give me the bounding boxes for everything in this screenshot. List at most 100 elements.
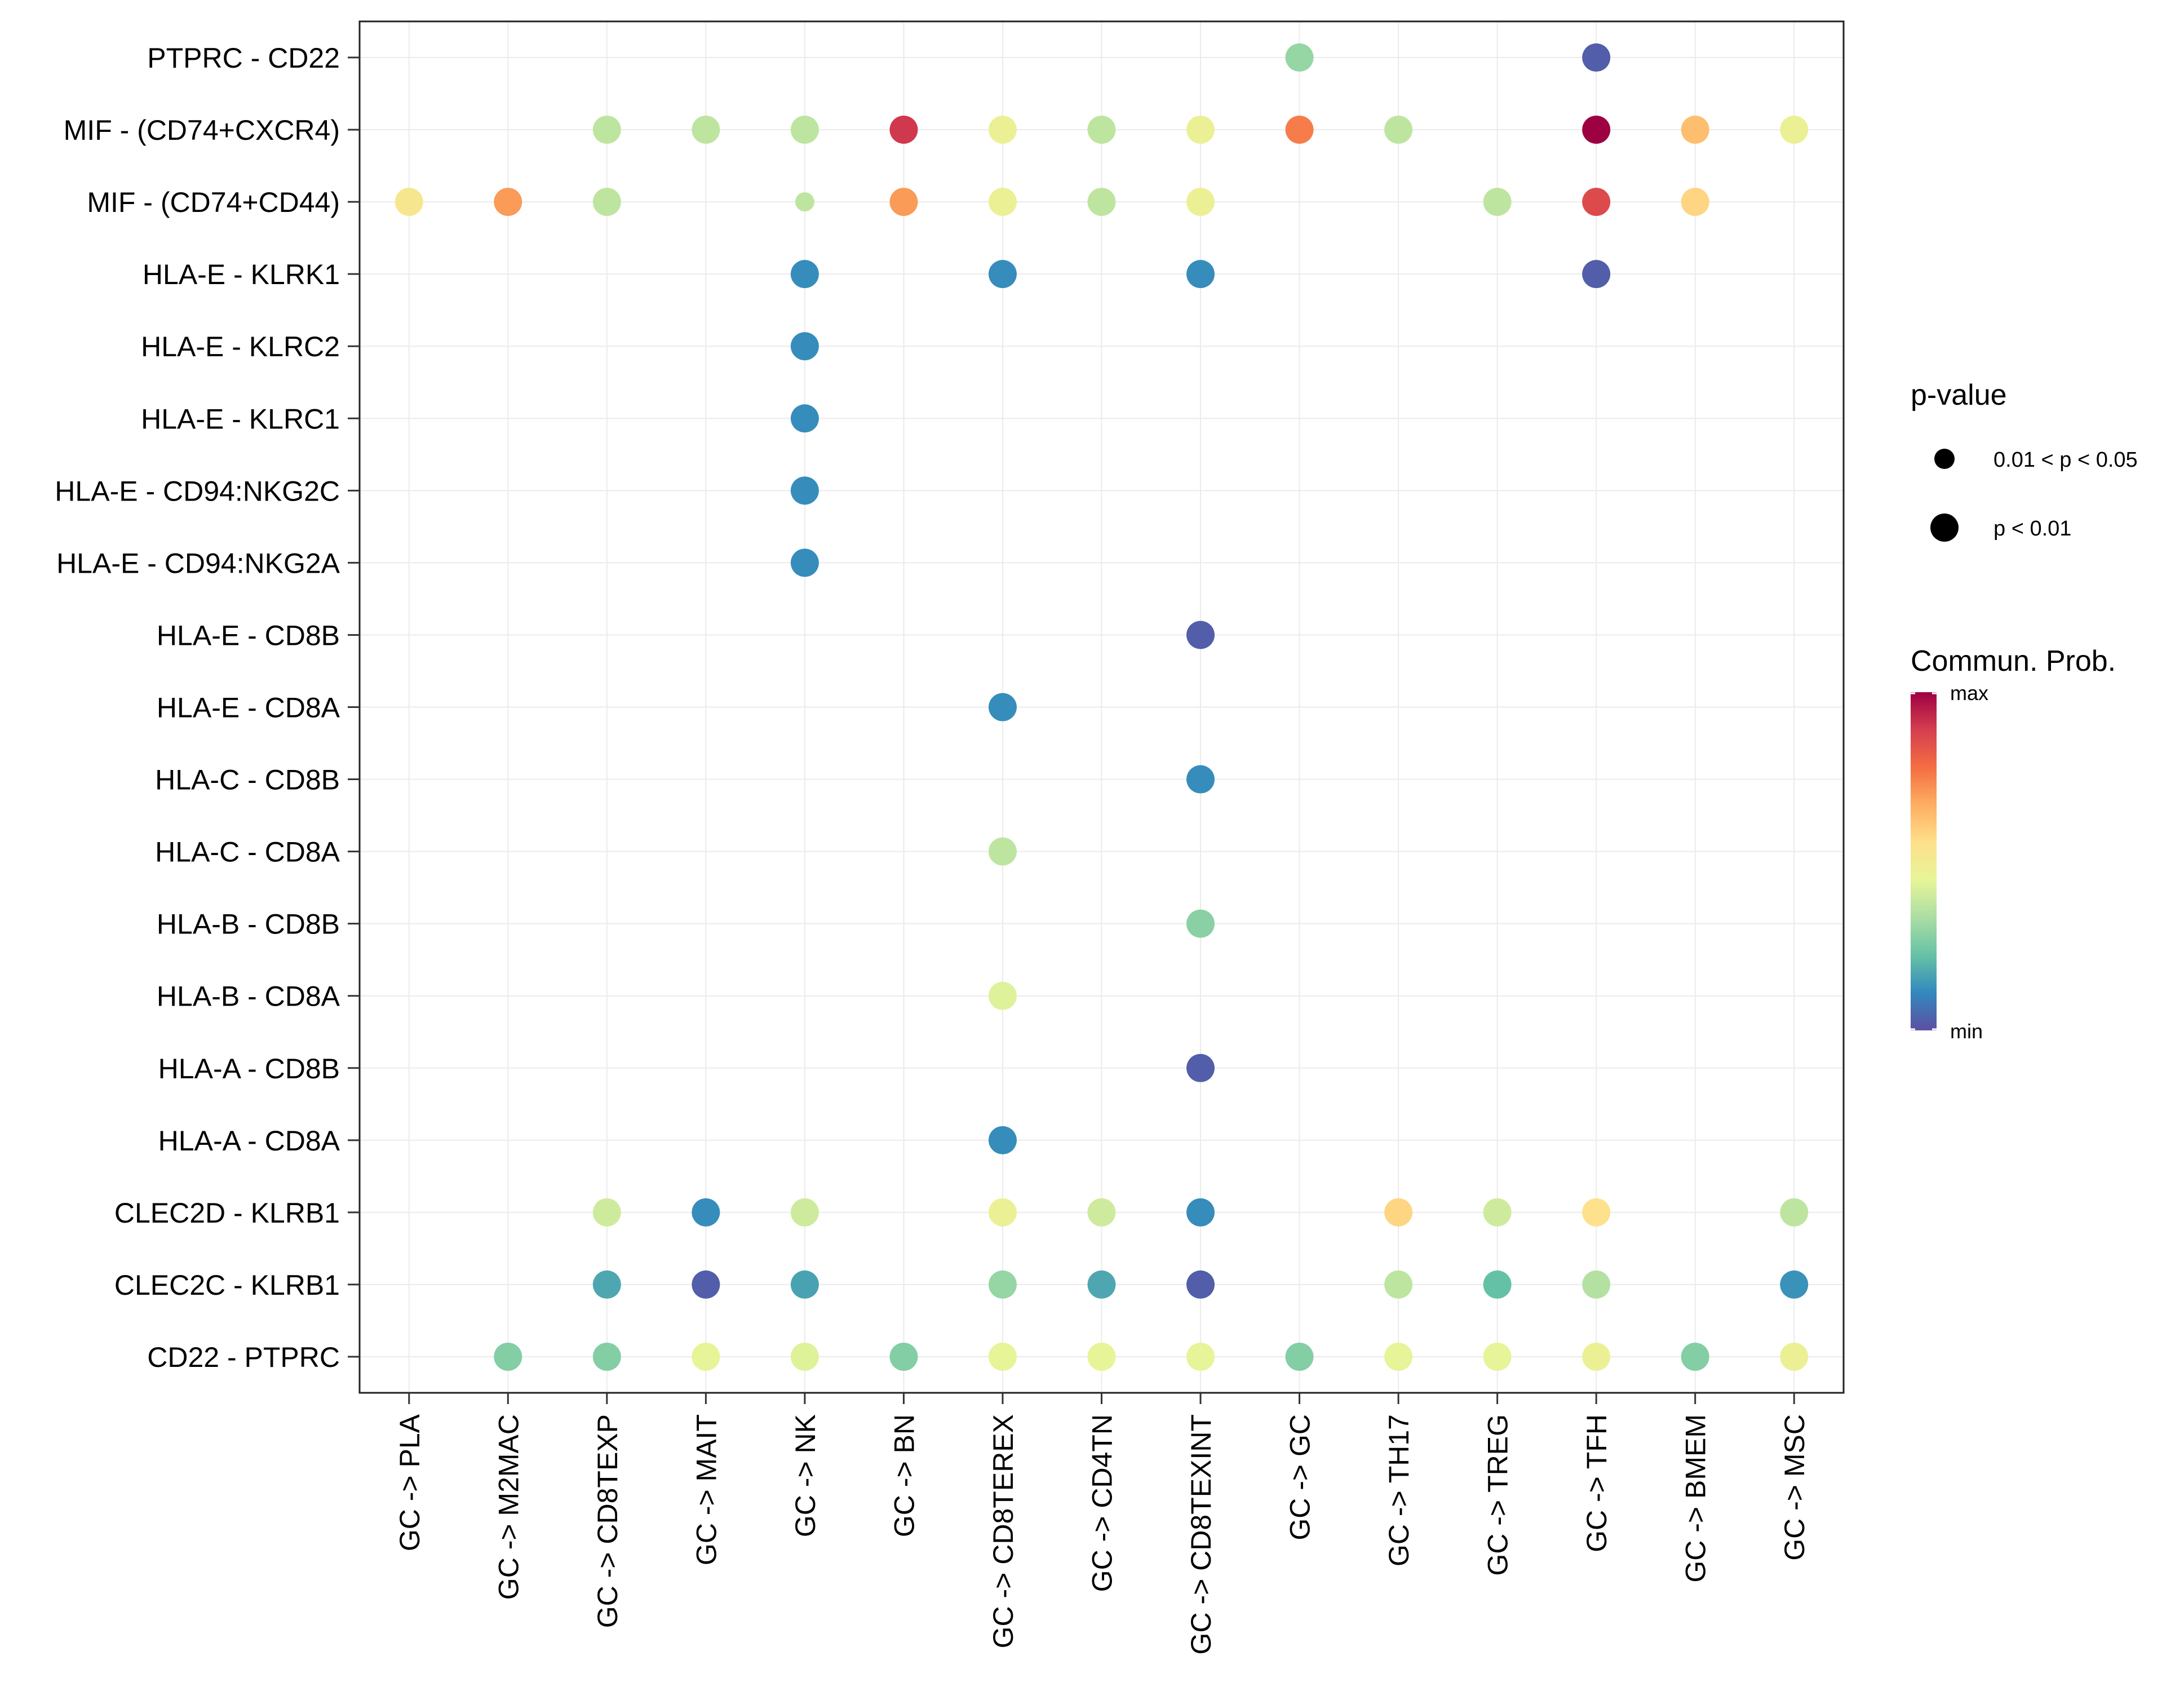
y-tick-label: PTPRC - CD22: [147, 42, 340, 74]
data-point: [1483, 1198, 1512, 1227]
color-legend-max-label: max: [1950, 681, 1988, 705]
data-point: [1780, 1198, 1809, 1227]
data-point: [1186, 116, 1215, 144]
data-point: [1483, 1270, 1512, 1299]
x-tick-label: GC -> PLA: [394, 1414, 426, 1551]
data-point: [1186, 909, 1215, 938]
data-point: [1186, 621, 1215, 649]
data-point: [988, 260, 1017, 289]
data-point: [889, 1342, 918, 1371]
data-point: [592, 1270, 621, 1299]
data-point: [790, 116, 819, 144]
data-point: [1483, 1342, 1512, 1371]
data-point: [692, 1270, 720, 1299]
data-point: [790, 332, 819, 361]
data-point: [790, 404, 819, 433]
y-tick-label: MIF - (CD74+CD44): [87, 187, 340, 218]
data-point: [1681, 188, 1709, 216]
x-tick-label: GC -> NK: [790, 1414, 821, 1537]
y-tick-label: HLA-A - CD8A: [158, 1125, 340, 1157]
data-point: [1087, 1342, 1116, 1371]
data-point: [592, 1198, 621, 1227]
data-point: [692, 116, 720, 144]
points: [395, 43, 1809, 1371]
pvalue-legend-entry-0: 0.01 < p < 0.05: [1993, 448, 2138, 472]
pvalue-legend-title: p-value: [1911, 379, 2007, 411]
data-point: [1582, 116, 1611, 144]
data-point: [790, 260, 819, 289]
data-point: [988, 837, 1017, 866]
data-point: [1087, 1270, 1116, 1299]
y-tick-label: MIF - (CD74+CXCR4): [64, 114, 340, 146]
data-point: [988, 1342, 1017, 1371]
x-tick-label: GC -> TFH: [1581, 1414, 1612, 1552]
x-tick-label: GC -> BN: [888, 1414, 920, 1537]
y-tick-label: CLEC2D - KLRB1: [114, 1197, 340, 1229]
data-point: [1582, 1342, 1611, 1371]
data-point: [790, 1270, 819, 1299]
y-tick-labels: PTPRC - CD22 MIF - (CD74+CXCR4) MIF - (CD7…: [55, 42, 360, 1373]
data-point: [1285, 43, 1314, 72]
data-point: [1087, 1198, 1116, 1227]
x-tick-label: GC -> TH17: [1383, 1414, 1415, 1566]
x-tick-label: GC -> CD4TN: [1087, 1414, 1118, 1592]
data-point: [790, 548, 819, 577]
pvalue-legend: p-value 0.01 < p < 0.05 p < 0.01: [1911, 379, 2138, 542]
data-point: [1186, 1198, 1215, 1227]
data-point: [692, 1342, 720, 1371]
x-tick-label: GC -> CD8TEXP: [592, 1414, 623, 1628]
data-point: [988, 981, 1017, 1010]
data-point: [1186, 188, 1215, 216]
data-point: [1384, 1198, 1413, 1227]
color-legend: Commun. Prob. max min: [1911, 645, 2116, 1043]
color-legend-title: Commun. Prob.: [1911, 645, 2116, 678]
data-point: [1780, 116, 1809, 144]
data-point: [1582, 43, 1611, 72]
data-point: [795, 192, 814, 212]
data-point: [988, 1126, 1017, 1154]
y-tick-label: CLEC2C - KLRB1: [114, 1269, 340, 1301]
y-tick-label: HLA-E - KLRK1: [143, 259, 340, 290]
x-tick-label: GC -> MAIT: [690, 1414, 722, 1565]
y-tick-label: HLA-E - KLRC1: [141, 403, 340, 435]
x-tick-label: GC -> M2MAC: [493, 1414, 524, 1600]
data-point: [1582, 188, 1611, 216]
grid: [360, 21, 1844, 1393]
data-point: [988, 188, 1017, 216]
x-tick-label: GC -> GC: [1284, 1414, 1316, 1541]
data-point: [889, 188, 918, 216]
x-tick-label: GC -> MSC: [1779, 1414, 1810, 1561]
data-point: [1582, 260, 1611, 289]
data-point: [1384, 116, 1413, 144]
data-point: [1186, 765, 1215, 794]
x-tick-label: GC -> TREG: [1482, 1414, 1514, 1576]
data-point: [592, 116, 621, 144]
data-point: [1780, 1270, 1809, 1299]
data-point: [592, 1342, 621, 1371]
data-point: [1186, 1053, 1215, 1082]
data-point: [1582, 1270, 1611, 1299]
y-tick-label: CD22 - PTPRC: [147, 1342, 340, 1373]
y-tick-label: HLA-B - CD8B: [157, 909, 340, 940]
pvalue-legend-entry-1: p < 0.01: [1993, 517, 2071, 541]
x-tick-labels: GC -> PLA GC -> M2MAC GC -> CD8TEXP GC -> M…: [394, 1393, 1810, 1654]
data-point: [1186, 1270, 1215, 1299]
data-point: [790, 1198, 819, 1227]
data-point: [1780, 1342, 1809, 1371]
pvalue-legend-small-dot: [1934, 449, 1955, 469]
y-tick-label: HLA-C - CD8A: [155, 836, 340, 868]
data-point: [1186, 260, 1215, 289]
data-point: [790, 1342, 819, 1371]
data-point: [592, 188, 621, 216]
data-point: [1087, 116, 1116, 144]
data-point: [692, 1198, 720, 1227]
data-point: [1285, 116, 1314, 144]
pvalue-legend-large-dot: [1930, 514, 1959, 542]
x-tick-label: GC -> CD8TEREX: [987, 1414, 1019, 1648]
y-tick-label: HLA-E - CD94:NKG2C: [55, 475, 340, 507]
data-point: [889, 116, 918, 144]
data-point: [988, 1198, 1017, 1227]
data-point: [395, 188, 423, 216]
y-tick-label: HLA-B - CD8A: [157, 981, 340, 1012]
